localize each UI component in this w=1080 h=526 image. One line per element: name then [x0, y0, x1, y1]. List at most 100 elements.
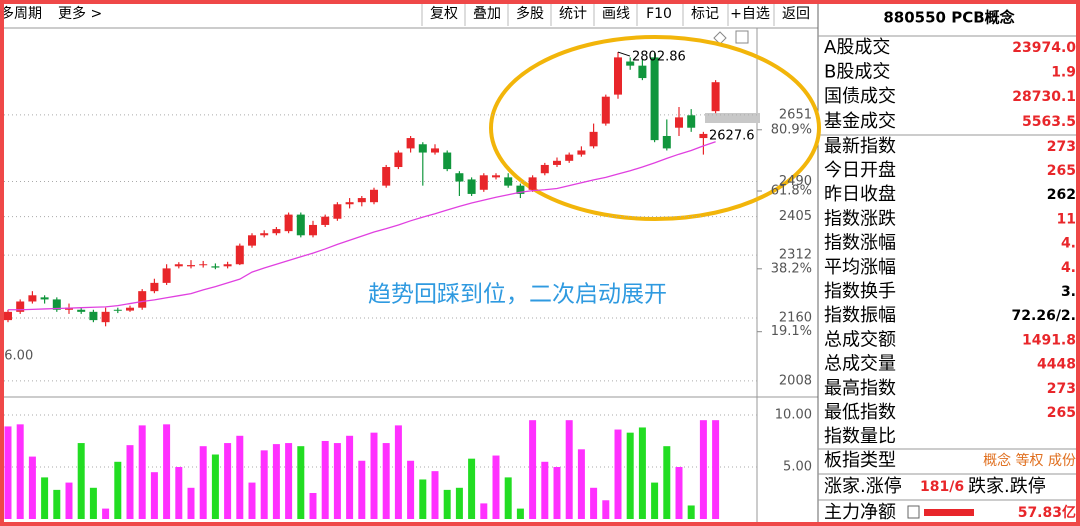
candle-body	[235, 245, 244, 265]
rise-value: 181/6	[920, 479, 964, 495]
candle-body	[455, 173, 464, 182]
row-label: 指数量比	[824, 426, 896, 447]
toolbar-button[interactable]: 多股	[516, 5, 544, 22]
row-label: 总成交量	[824, 354, 896, 375]
highlight-circle	[489, 35, 821, 221]
volume-bar	[626, 432, 634, 519]
row-value: 1491.8	[1022, 332, 1076, 348]
y-tick-label: 2160	[779, 311, 812, 326]
candle-body	[699, 133, 708, 139]
row-value: 265	[1047, 405, 1076, 421]
left-label: 96.00	[0, 349, 33, 364]
icon[interactable]	[735, 30, 749, 44]
candle-body	[211, 266, 220, 268]
type-value: 概念 等权 成份	[983, 452, 1076, 469]
candle-body	[321, 216, 330, 225]
candle-body	[284, 214, 293, 232]
candle-body	[711, 82, 720, 112]
y-tick-label: 2651	[779, 107, 812, 122]
toolbar-button[interactable]: 复权	[430, 5, 458, 22]
volume-bar	[199, 446, 207, 519]
candle-body	[77, 309, 86, 312]
candle-body	[589, 131, 598, 147]
row-label: 昨日收盘	[824, 184, 896, 205]
volume-bar	[565, 420, 573, 519]
row-value: 23974.0	[1012, 40, 1076, 56]
candle-body	[553, 160, 561, 165]
volume-bar	[468, 458, 476, 519]
candle-body	[248, 235, 256, 246]
icon[interactable]	[907, 505, 920, 519]
y-tick-label: 2312	[779, 248, 812, 263]
row-label: 平均涨幅	[824, 257, 896, 278]
candle-body	[333, 204, 342, 219]
low-label: 2627.6	[709, 129, 755, 144]
volume-bar	[602, 500, 610, 519]
type-label: 板指类型	[824, 450, 896, 471]
toolbar-button[interactable]: 叠加	[473, 6, 501, 22]
volume-bar	[163, 424, 171, 519]
volume-bar	[541, 461, 549, 519]
toolbar-button[interactable]: F10	[646, 6, 672, 22]
candle-body	[89, 311, 98, 321]
toolbar-button[interactable]: +自选	[730, 6, 770, 22]
ma-line	[8, 141, 716, 311]
volume-bar	[321, 440, 329, 519]
toolbar-item[interactable]: 更多 >	[58, 5, 102, 22]
row-label: A股成交	[824, 37, 890, 58]
toolbar-button[interactable]: 画线	[602, 6, 630, 22]
volume-bar	[285, 443, 293, 519]
volume-tick-label: 5.00	[783, 459, 812, 474]
candle-body	[309, 224, 317, 236]
toolbar-button[interactable]: 统计	[559, 6, 587, 22]
candle-body	[4, 311, 12, 321]
volume-bar	[236, 435, 244, 519]
row-label: 指数换手	[824, 281, 896, 302]
candle-body	[272, 229, 281, 234]
toolbar-button[interactable]: 标记	[691, 6, 719, 22]
candle-body	[296, 214, 305, 236]
row-value: 273	[1047, 139, 1076, 155]
toolbar-item[interactable]: 多周期	[0, 5, 42, 22]
volume-bar	[553, 466, 561, 519]
volume-bar	[370, 432, 378, 519]
candle-body	[638, 65, 647, 79]
volume-bar	[663, 446, 671, 519]
volume-bar	[687, 505, 695, 519]
pct-tick-label: 80.9%	[771, 122, 812, 137]
volume-bar	[4, 426, 12, 519]
volume-bar	[333, 443, 341, 519]
volume-bar	[675, 466, 683, 519]
candle-body	[418, 144, 427, 153]
volume-bar	[224, 443, 232, 519]
volume-bar	[211, 454, 219, 519]
candle-body	[467, 179, 476, 194]
row-label: 最高指数	[824, 378, 896, 399]
volume-bar	[28, 456, 36, 519]
candle-body	[614, 57, 622, 95]
volume-bar	[89, 487, 97, 519]
candle-body	[345, 202, 354, 205]
candle-body	[52, 299, 61, 310]
volume-bar	[504, 477, 512, 519]
volume-bar	[77, 443, 85, 519]
toolbar-button[interactable]: 返回	[782, 6, 810, 22]
row-value: 5563.5	[1022, 114, 1076, 130]
candle-body	[16, 301, 25, 312]
volume-bar	[248, 482, 256, 519]
candle-body	[150, 282, 159, 292]
candle-body	[370, 189, 378, 203]
volume-bar	[297, 446, 305, 519]
row-label: 今日开盘	[824, 160, 896, 181]
rise-label: 涨家.涨停	[824, 476, 902, 497]
flow-label: 主力净额	[824, 502, 896, 523]
candle-body	[260, 233, 269, 236]
pct-tick-label: 19.1%	[771, 324, 812, 339]
volume-bar	[102, 508, 110, 519]
candle-body	[28, 295, 37, 302]
volume-bar	[16, 424, 24, 519]
volume-bar	[114, 461, 122, 519]
